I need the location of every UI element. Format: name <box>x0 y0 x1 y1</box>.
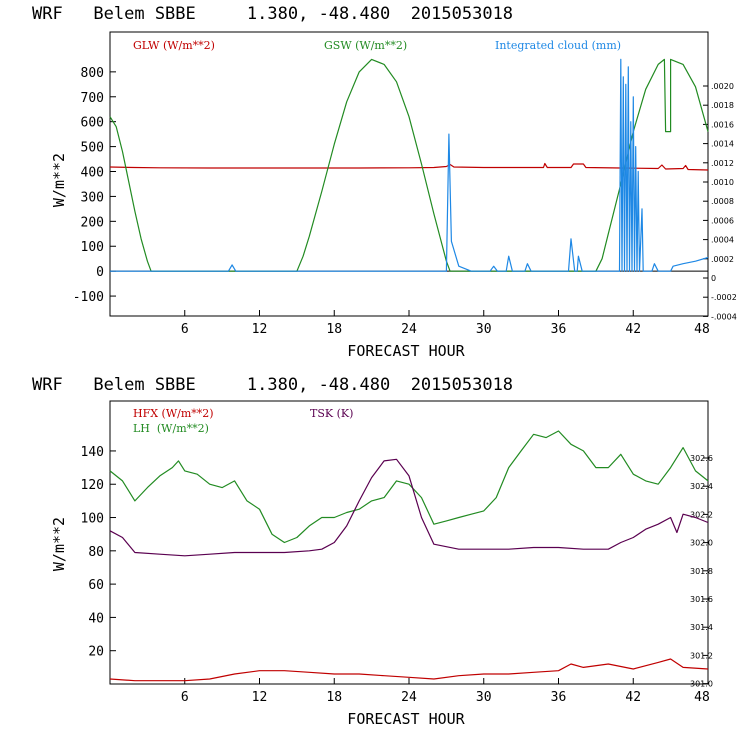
series-line-hfx <box>109 658 709 682</box>
bottom-x-ticks: 6 12 18 24 30 36 42 48 <box>181 678 710 705</box>
top-x-axis-label: FORECAST HOUR <box>347 342 465 360</box>
right-tick-label: 302.0 <box>690 539 713 548</box>
bottom-chart-title: WRF Belem SBBE 1.380, -48.480 2015053018 <box>32 375 513 395</box>
bottom-legend-hfx: HFX (W/m**2) <box>133 407 214 420</box>
y-tick-label: 140 <box>81 445 104 460</box>
right-tick-label: .0014 <box>711 140 734 149</box>
y-tick-label: 600 <box>81 116 104 131</box>
right-tick-label: 301.6 <box>690 595 713 604</box>
y-tick-label: 700 <box>81 91 104 106</box>
right-tick-label: .0012 <box>711 159 734 168</box>
top-chart-panel: WRF Belem SBBE 1.380, -48.480 2015053018… <box>32 4 737 360</box>
y-tick-label: 100 <box>81 512 104 527</box>
top-y-axis-label: W/m**2 <box>50 153 68 207</box>
right-tick-label: 301.2 <box>690 651 713 660</box>
x-tick-label: 12 <box>252 690 268 705</box>
top-plot-frame <box>109 31 709 317</box>
x-tick-label: 24 <box>401 322 417 337</box>
right-tick-label: .0006 <box>711 216 734 225</box>
series-line-glw <box>109 162 709 171</box>
right-tick-label: -.0004 <box>711 312 737 321</box>
bottom-x-axis-label: FORECAST HOUR <box>347 710 465 728</box>
right-tick-label: .0010 <box>711 178 734 187</box>
series-line-lh <box>109 430 709 544</box>
y-tick-label: 0 <box>96 265 104 280</box>
right-tick-label: .0016 <box>711 120 734 129</box>
series-line-tsk <box>109 458 709 557</box>
y-tick-label: 200 <box>81 215 104 230</box>
right-tick-label: 0 <box>711 274 716 283</box>
series-line-gsw <box>109 58 709 272</box>
x-tick-label: 36 <box>551 322 567 337</box>
x-tick-label: 42 <box>625 690 641 705</box>
right-tick-label: .0018 <box>711 101 734 110</box>
right-tick-label: 301.0 <box>690 680 713 689</box>
x-tick-label: 18 <box>326 322 342 337</box>
right-tick-label: .0004 <box>711 236 734 245</box>
top-right-ticks: .0020 .0018 .0016 .0014 .0012 .0010 .0008 .0006… <box>703 82 737 321</box>
x-tick-label: 24 <box>401 690 417 705</box>
y-tick-label: 80 <box>88 545 104 560</box>
bottom-chart-panel: WRF Belem SBBE 1.380, -48.480 2015053018… <box>32 375 713 728</box>
right-tick-label: 302.6 <box>690 454 713 463</box>
top-chart-title: WRF Belem SBBE 1.380, -48.480 2015053018 <box>32 4 513 24</box>
y-tick-label: 500 <box>81 141 104 156</box>
x-tick-label: 6 <box>181 322 189 337</box>
y-tick-label: 100 <box>81 240 104 255</box>
y-tick-label: 400 <box>81 166 104 181</box>
right-tick-label: 302.4 <box>690 482 713 491</box>
y-tick-label: 800 <box>81 66 104 81</box>
x-tick-label: 42 <box>625 322 641 337</box>
right-tick-label: 301.4 <box>690 623 713 632</box>
x-tick-label: 12 <box>252 322 268 337</box>
top-series-group <box>109 58 709 272</box>
right-tick-label: .0020 <box>711 82 734 91</box>
bottom-series-group <box>109 430 709 682</box>
right-tick-label: .0002 <box>711 255 734 264</box>
series-line-integrated-cloud <box>110 58 709 272</box>
right-tick-label: -.0002 <box>711 293 737 302</box>
top-legend-cloud: Integrated cloud (mm) <box>495 39 621 52</box>
x-tick-label: 36 <box>551 690 567 705</box>
x-tick-label: 48 <box>694 322 710 337</box>
right-tick-label: 301.8 <box>690 567 713 576</box>
bottom-legend-lh: LH (W/m**2) <box>133 422 209 435</box>
bottom-legend-tsk: TSK (K) <box>310 407 353 420</box>
y-tick-label: 40 <box>88 611 104 626</box>
y-tick-label: 300 <box>81 190 104 205</box>
x-tick-label: 18 <box>326 690 342 705</box>
y-tick-label: -100 <box>73 290 104 305</box>
top-x-ticks: 6 12 18 24 30 36 42 48 <box>181 310 710 337</box>
bottom-y-axis-label: W/m**2 <box>50 517 68 571</box>
x-tick-label: 6 <box>181 690 189 705</box>
right-tick-label: 302.2 <box>690 510 713 519</box>
bottom-y-ticks: 20 40 60 80 100 120 140 <box>81 445 116 660</box>
y-tick-label: 120 <box>81 478 104 493</box>
y-tick-label: 60 <box>88 578 104 593</box>
bottom-right-ticks: 302.6 302.4 302.2 302.0 301.8 301.6 301.4 301.2… <box>690 454 713 689</box>
right-tick-label: .0008 <box>711 197 734 206</box>
top-legend-glw: GLW (W/m**2) <box>133 39 215 52</box>
x-tick-label: 30 <box>476 690 492 705</box>
top-legend-gsw: GSW (W/m**2) <box>324 39 407 52</box>
x-tick-label: 30 <box>476 322 492 337</box>
x-tick-label: 48 <box>694 690 710 705</box>
bottom-plot-frame <box>109 400 709 685</box>
y-tick-label: 20 <box>88 645 104 660</box>
top-y-ticks: -100 0 100 200 300 400 500 600 700 800 <box>73 66 116 305</box>
